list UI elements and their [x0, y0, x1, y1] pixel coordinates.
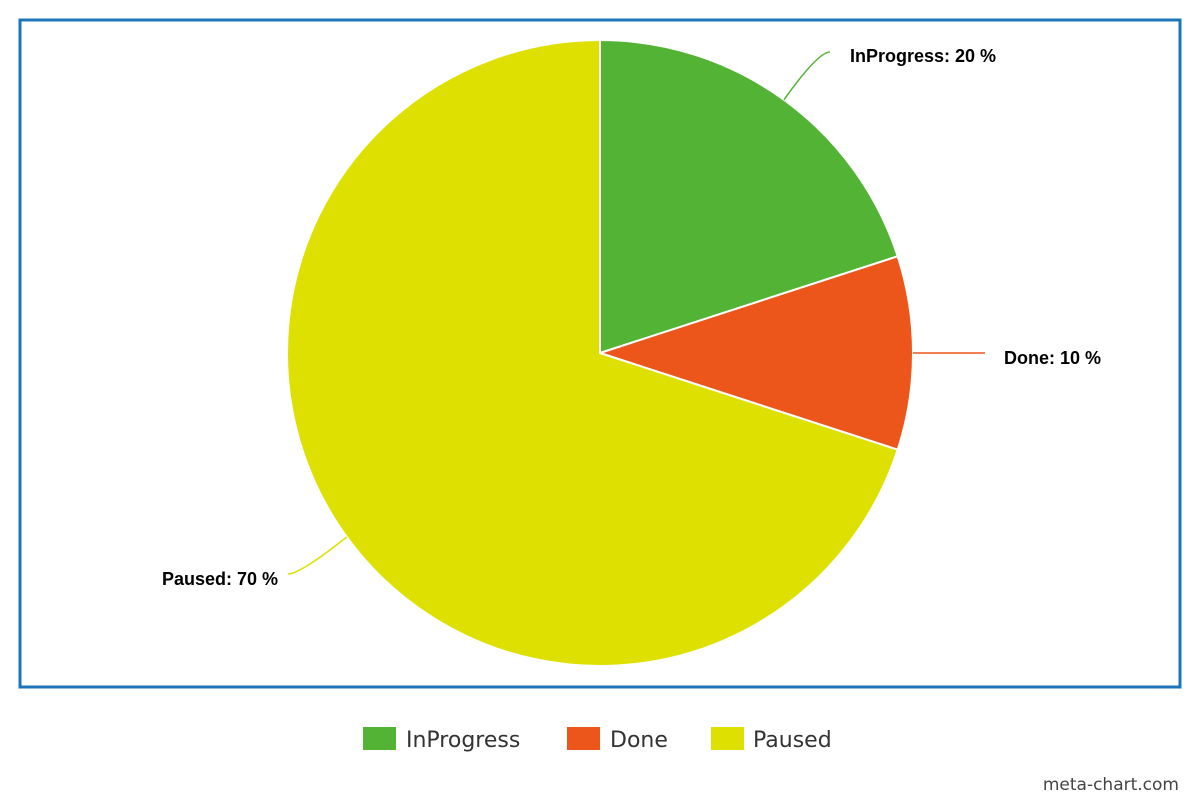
pie-slices — [286, 39, 914, 667]
legend-label-inprogress: InProgress — [406, 728, 520, 753]
legend-swatch-paused — [711, 727, 744, 750]
slice-label-inprogress: InProgress: 20 % — [850, 46, 996, 66]
pie-slice-paused[interactable] — [286, 39, 899, 667]
legend-swatch-inprogress — [363, 727, 396, 750]
watermark-text: meta-chart.com — [1043, 775, 1179, 795]
legend-item-inprogress[interactable]: InProgress — [363, 727, 520, 753]
connector-inprogress — [783, 51, 831, 101]
pie-slice-inprogress[interactable] — [599, 39, 899, 354]
label-connectors — [287, 51, 985, 575]
legend-item-paused[interactable]: Paused — [711, 727, 832, 753]
slice-label-done: Done: 10 % — [1004, 348, 1101, 368]
connector-paused — [287, 536, 348, 575]
slice-label-paused: Paused: 70 % — [162, 569, 278, 589]
legend: InProgress Done Paused — [363, 727, 832, 753]
legend-item-done[interactable]: Done — [567, 727, 668, 753]
legend-label-paused: Paused — [753, 728, 832, 753]
legend-label-done: Done — [610, 728, 668, 753]
legend-swatch-done — [567, 727, 600, 750]
